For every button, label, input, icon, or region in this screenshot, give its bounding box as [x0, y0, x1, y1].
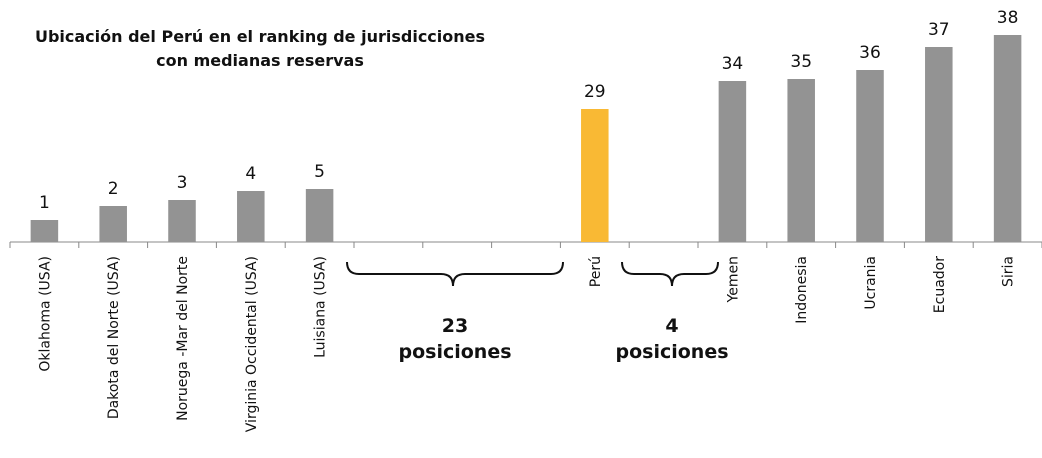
- data-label: 29: [584, 82, 606, 102]
- x-tick-label: Siria: [1001, 256, 1017, 287]
- annotation: 4: [665, 315, 678, 337]
- data-label: 36: [859, 43, 881, 63]
- bar: [168, 200, 196, 242]
- data-label: 4: [245, 164, 256, 184]
- annotation: posiciones: [398, 341, 511, 363]
- chart-title: con medianas reservas: [156, 51, 364, 70]
- bar: [993, 35, 1022, 242]
- brace: [346, 261, 564, 287]
- annotation: posiciones: [615, 341, 728, 363]
- x-tick-label: Luisiana (USA): [313, 256, 329, 358]
- x-tick-label: Yemen: [725, 256, 741, 303]
- x-tick-label: Dakota del Norte (USA): [106, 256, 122, 419]
- bar: [99, 206, 127, 242]
- data-label: 37: [928, 20, 950, 40]
- bar: [856, 70, 884, 242]
- data-label: 38: [997, 8, 1019, 28]
- bar: [925, 47, 953, 242]
- x-tick-label: Perú: [588, 256, 604, 287]
- bar: [237, 191, 265, 242]
- data-label: 35: [790, 52, 812, 72]
- bar: [30, 220, 59, 242]
- bar: [305, 189, 334, 242]
- data-label: 5: [314, 162, 325, 182]
- x-tick-label: Virginia Occidental (USA): [244, 256, 260, 432]
- data-label: 3: [177, 173, 188, 193]
- x-tick-label: Ecuador: [932, 256, 948, 313]
- data-label: 2: [108, 179, 119, 199]
- x-tick-label: Indonesia: [794, 256, 810, 324]
- data-label: 34: [722, 54, 744, 74]
- data-label: 1: [39, 193, 50, 213]
- brace: [621, 261, 719, 287]
- bar: [718, 81, 747, 242]
- bar: [787, 79, 815, 242]
- x-tick-label: Ucrania: [863, 256, 879, 310]
- chart-title: Ubicación del Perú en el ranking de juri…: [35, 27, 485, 46]
- x-tick-label: Noruega -Mar del Norte: [175, 256, 191, 421]
- bar: [581, 109, 609, 242]
- annotation: 23: [442, 315, 468, 337]
- x-tick-label: Oklahoma (USA): [37, 256, 53, 372]
